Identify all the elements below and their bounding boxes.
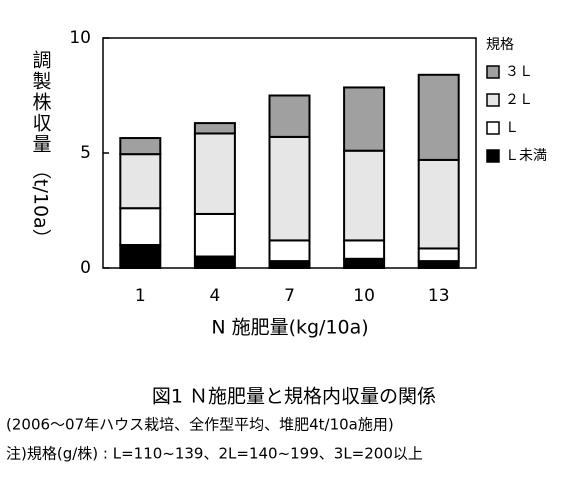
legend-label: ３Ｌ <box>505 64 533 80</box>
legend-label: Ｌ <box>505 120 519 136</box>
bar-segment <box>417 247 460 263</box>
bar-segment <box>343 149 386 242</box>
bar-segment <box>417 260 460 270</box>
bar-segment <box>268 239 311 263</box>
y-axis-label: （t/10a） <box>30 160 52 248</box>
bar-segment <box>119 207 162 246</box>
bar-segment <box>119 153 162 210</box>
bar-segment <box>343 239 386 260</box>
legend-title: 規格 <box>486 37 514 53</box>
bar-segment <box>343 257 386 269</box>
legend-swatch <box>486 65 500 79</box>
y-axis-label: 調製株収量 <box>30 50 52 155</box>
caption: 注)規格(g/株) : L=110~139、2L=140~199、3L=200以… <box>6 445 423 463</box>
x-axis-label: N 施肥量(kg/10a) <box>211 317 368 339</box>
x-tick-label: 13 <box>428 286 450 306</box>
bar-segment <box>268 135 311 242</box>
y-tick-label: 0 <box>80 258 91 278</box>
x-tick-label: 1 <box>135 286 146 306</box>
bar-segment <box>193 132 236 215</box>
plot-frame <box>102 37 477 269</box>
legend-label: Ｌ未満 <box>505 148 547 164</box>
legend-swatch <box>486 121 500 135</box>
bar-segment <box>268 94 311 138</box>
bar-segment <box>193 122 236 135</box>
legend-label: ２Ｌ <box>505 92 533 108</box>
legend-swatch <box>486 149 500 163</box>
legend-swatch <box>486 93 500 107</box>
x-tick-label: 10 <box>353 286 375 306</box>
caption: 図1 Ｎ施肥量と規格内収量の関係 <box>152 386 436 408</box>
y-tick-label: 5 <box>80 143 91 163</box>
y-tick-label: 10 <box>69 28 91 48</box>
bar-segment <box>193 212 236 258</box>
bar-segment <box>417 73 460 161</box>
caption: (2006～07年ハウス栽培、全作型平均、堆肥4t/10a施用) <box>6 416 394 434</box>
bar-segment <box>119 244 162 269</box>
bar-segment <box>193 255 236 269</box>
bar-segment <box>417 158 460 250</box>
x-tick-label: 4 <box>209 286 220 306</box>
x-tick-label: 7 <box>284 286 295 306</box>
bar-segment <box>343 86 386 152</box>
bar-segment <box>119 137 162 156</box>
bar-segment <box>268 260 311 270</box>
